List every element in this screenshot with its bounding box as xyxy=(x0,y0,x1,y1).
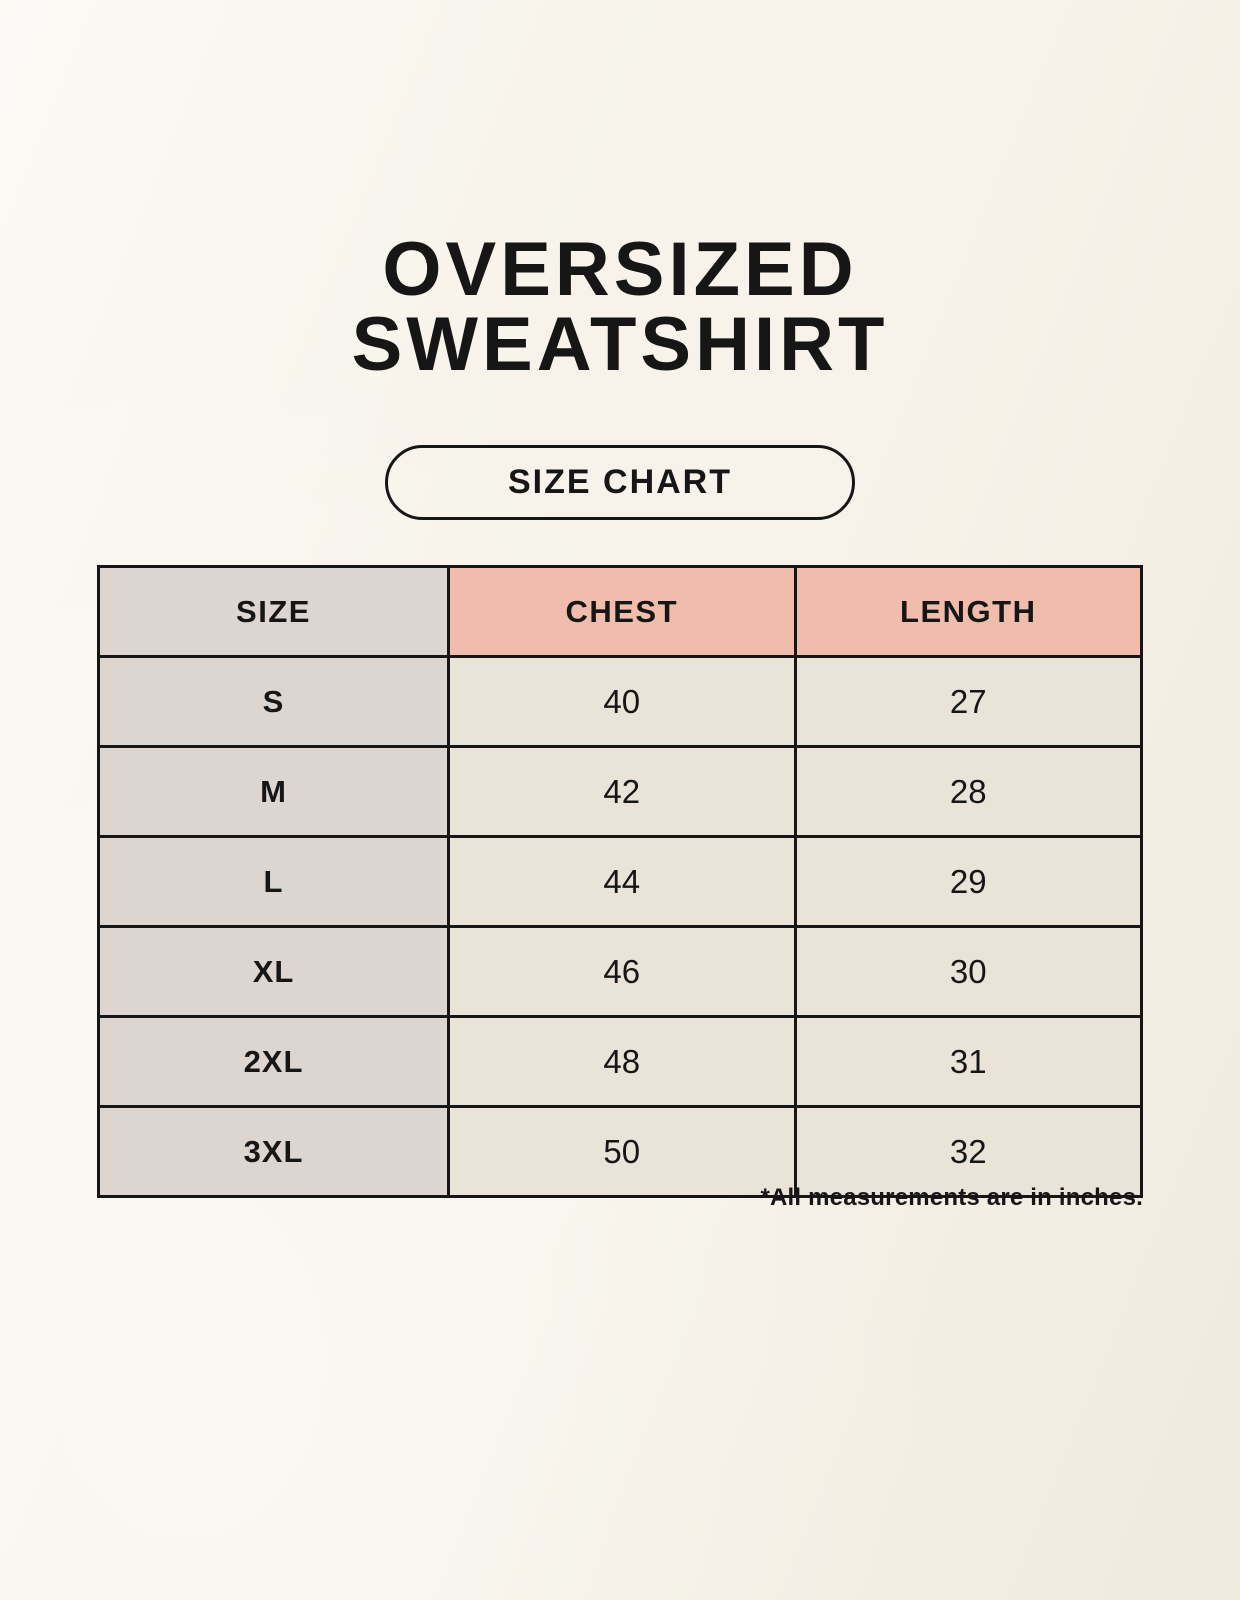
column-header-length: LENGTH xyxy=(793,565,1143,658)
title-line-1: OVERSIZED xyxy=(382,227,858,312)
length-value-cell: 30 xyxy=(793,925,1143,1018)
length-value-cell: 29 xyxy=(793,835,1143,928)
length-value-cell: 28 xyxy=(793,745,1143,838)
size-cell: M xyxy=(97,745,450,838)
table-row: 3XL 50 32 xyxy=(97,1105,1143,1198)
size-cell: XL xyxy=(97,925,450,1018)
length-value-cell: 31 xyxy=(793,1015,1143,1108)
chest-value-cell: 44 xyxy=(447,835,797,928)
size-chart-badge-label: SIZE CHART xyxy=(508,463,732,501)
title-line-2: SWEATSHIRT xyxy=(351,302,889,387)
size-table: SIZE CHEST LENGTH S 40 27 M 42 28 L 44 2… xyxy=(97,565,1143,1198)
table-row: XL 46 30 xyxy=(97,925,1143,1018)
table-row: L 44 29 xyxy=(97,835,1143,928)
column-header-size: SIZE xyxy=(97,565,450,658)
size-cell: L xyxy=(97,835,450,928)
header-row: SIZE CHEST LENGTH xyxy=(97,565,1143,658)
length-value-cell: 32 xyxy=(793,1105,1143,1198)
table-row: 2XL 48 31 xyxy=(97,1015,1143,1108)
page-title: OVERSIZED SWEATSHIRT xyxy=(0,227,1240,387)
chest-value-cell: 50 xyxy=(447,1105,797,1198)
length-value-cell: 27 xyxy=(793,655,1143,748)
chest-value-cell: 42 xyxy=(447,745,797,838)
measurements-footnote: *All measurements are in inches. xyxy=(760,1184,1143,1211)
table-row: S 40 27 xyxy=(97,655,1143,748)
table-row: M 42 28 xyxy=(97,745,1143,838)
size-chart-badge: SIZE CHART xyxy=(385,445,855,520)
size-cell: 2XL xyxy=(97,1015,450,1108)
column-header-chest: CHEST xyxy=(447,565,797,658)
size-cell: S xyxy=(97,655,450,748)
size-cell: 3XL xyxy=(97,1105,450,1198)
chest-value-cell: 46 xyxy=(447,925,797,1018)
chest-value-cell: 40 xyxy=(447,655,797,748)
chest-value-cell: 48 xyxy=(447,1015,797,1108)
